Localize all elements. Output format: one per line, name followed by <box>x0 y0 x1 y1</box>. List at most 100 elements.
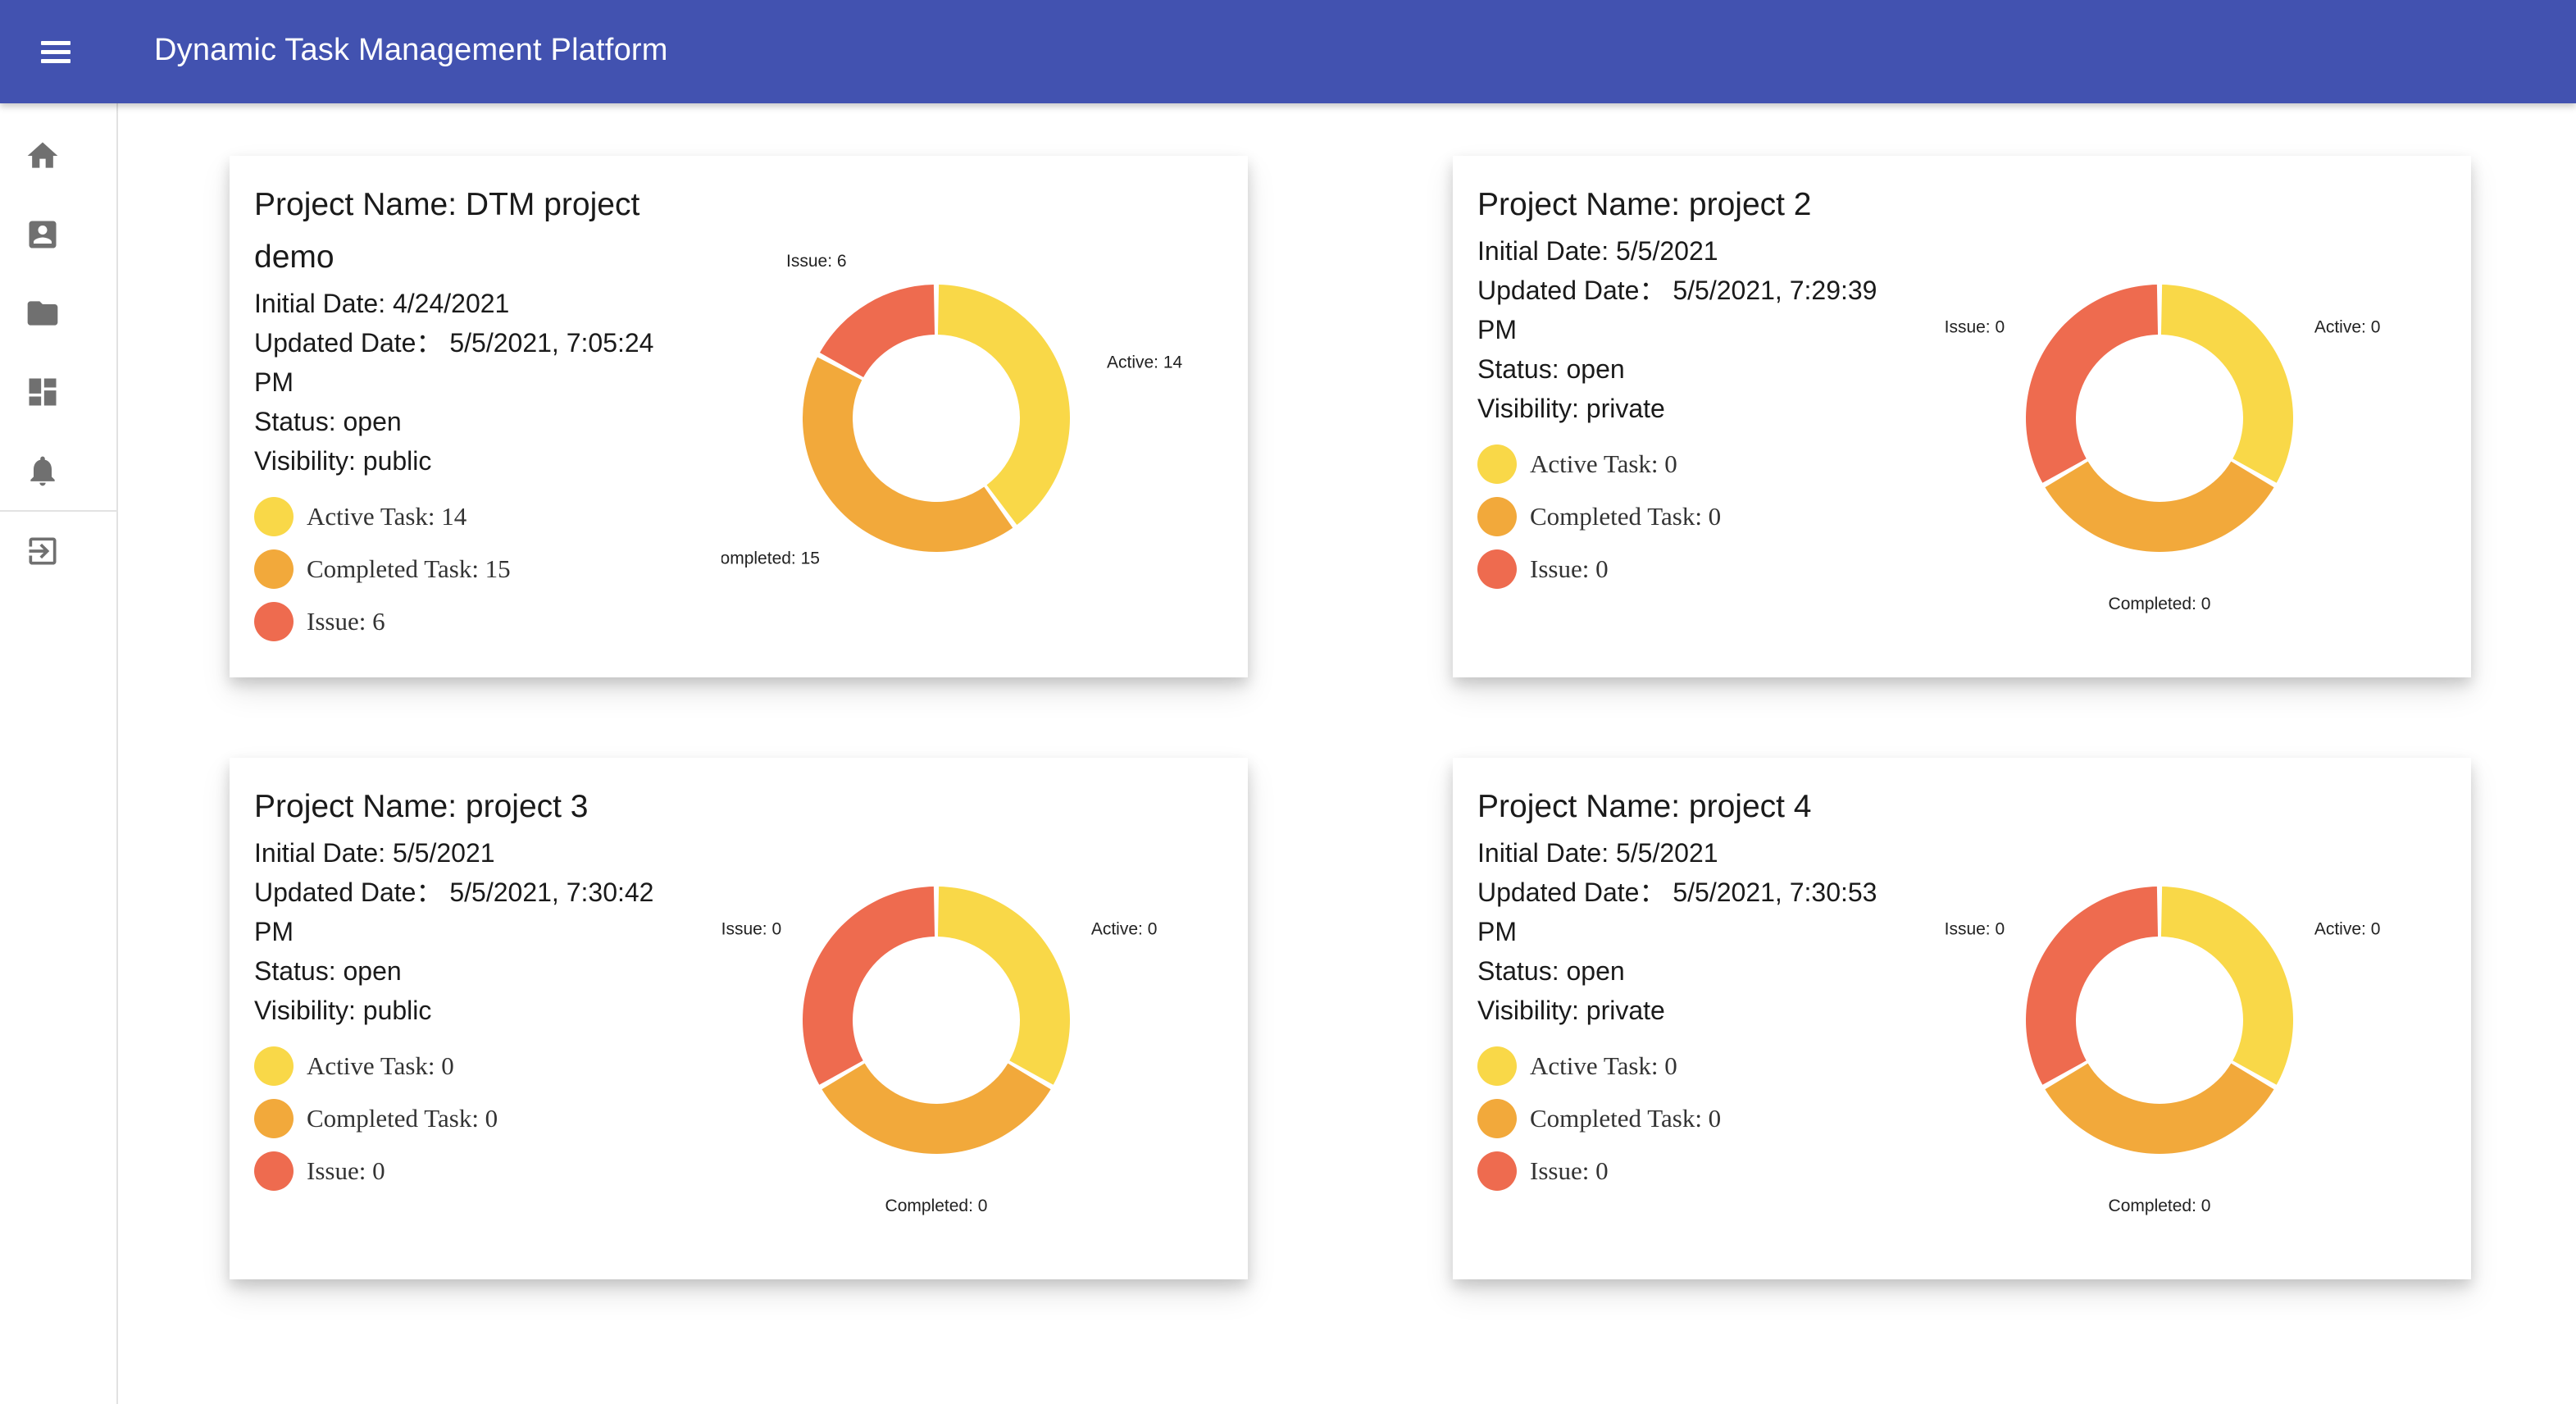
donut-chart: Active: 14 Completed: 15 Issue: 6 <box>721 252 1183 568</box>
dashboard-icon <box>29 378 57 406</box>
donut-label-issue: Issue: 0 <box>721 920 781 939</box>
donut-segment-active[interactable] <box>2160 887 2293 1085</box>
donut-segment-active[interactable] <box>937 285 1070 526</box>
sidebar-item-projects[interactable] <box>0 274 116 353</box>
folder-icon <box>27 301 58 326</box>
legend-completed: Completed Task: 15 <box>254 543 697 595</box>
sidebar-item-profile[interactable] <box>0 195 116 274</box>
sidebar-item-dashboard[interactable] <box>0 353 116 431</box>
donut-segment-active[interactable] <box>2160 285 2293 483</box>
legend-issue-label: Issue: 0 <box>1530 554 1609 583</box>
legend-issue: Issue: 0 <box>1477 1145 1920 1197</box>
donut-segment-issue[interactable] <box>803 887 935 1085</box>
updated-date-continued: PM <box>1477 917 1517 946</box>
legend-active: Active Task: 14 <box>254 490 697 543</box>
home-icon <box>27 142 58 168</box>
bell-icon <box>30 456 55 486</box>
project-card[interactable]: Project Name: project 2 Initial Date: 5/… <box>1453 156 2471 677</box>
donut-label-completed: Completed: 0 <box>2109 1197 2211 1215</box>
donut-segment-active[interactable] <box>937 887 1070 1085</box>
donut-segment-issue[interactable] <box>819 285 935 377</box>
active-dot-icon <box>254 1046 294 1086</box>
legend-issue: Issue: 0 <box>254 1145 697 1197</box>
donut-label-issue: Issue: 0 <box>1945 920 2005 939</box>
project-name: Project Name: DTM project <box>254 187 640 222</box>
sidebar-item-notifications[interactable] <box>0 431 116 510</box>
donut-label-active: Active: 0 <box>2314 318 2381 337</box>
donut-label-active: Active: 0 <box>1091 920 1158 939</box>
project-card[interactable]: Project Name: DTM project demo Initial D… <box>230 156 1248 677</box>
account-box-icon <box>29 221 57 248</box>
legend-active: Active Task: 0 <box>1477 1040 1920 1092</box>
project-name-continued: demo <box>254 239 335 275</box>
legend-completed-label: Completed Task: 0 <box>1530 1104 1722 1133</box>
completed-dot-icon <box>254 1099 294 1138</box>
app-bar: Dynamic Task Management Platform <box>0 0 2576 103</box>
donut-label-completed: Completed: 0 <box>2109 595 2211 613</box>
legend-completed-label: Completed Task: 0 <box>307 1104 498 1133</box>
issue-dot-icon <box>254 1151 294 1191</box>
project-info: Project Name: project 4 Initial Date: 5/… <box>1477 781 1920 1197</box>
legend-issue-label: Issue: 6 <box>307 607 385 636</box>
project-info: Project Name: project 2 Initial Date: 5/… <box>1477 179 1920 595</box>
donut-chart: Active: 0 Completed: 0 Issue: 0 <box>1945 887 2380 1215</box>
legend-completed-label: Completed Task: 0 <box>1530 502 1722 531</box>
initial-date: Initial Date: 5/5/2021 <box>254 838 495 868</box>
project-status: Status: open <box>254 407 402 436</box>
donut-segment-completed[interactable] <box>821 1063 1051 1154</box>
donut-segment-completed[interactable] <box>2045 461 2274 552</box>
donut-segment-issue[interactable] <box>2026 887 2159 1085</box>
donut-label-active: Active: 14 <box>1107 353 1183 372</box>
legend-completed: Completed Task: 0 <box>1477 1092 1920 1145</box>
sidebar-item-home[interactable] <box>0 116 116 195</box>
legend-active-label: Active Task: 14 <box>307 502 467 531</box>
updated-date-continued: PM <box>1477 315 1517 344</box>
donut-label-completed: Completed: 0 <box>885 1197 988 1215</box>
project-name: Project Name: project 2 <box>1477 187 1812 222</box>
project-info: Project Name: DTM project demo Initial D… <box>254 179 697 648</box>
project-status: Status: open <box>1477 956 1625 986</box>
project-visibility: Visibility: private <box>1477 394 1665 423</box>
sidebar-item-logout[interactable] <box>0 512 116 590</box>
legend-active-label: Active Task: 0 <box>307 1051 454 1080</box>
initial-date: Initial Date: 5/5/2021 <box>1477 236 1718 266</box>
task-legend: Active Task: 0 Completed Task: 0 Issue: … <box>1477 438 1920 595</box>
active-dot-icon <box>1477 1046 1517 1086</box>
legend-issue: Issue: 0 <box>1477 543 1920 595</box>
app-title: Dynamic Task Management Platform <box>154 33 668 67</box>
active-dot-icon <box>1477 444 1517 484</box>
updated-date: Updated Date： 5/5/2021, 7:30:42 <box>254 878 654 907</box>
project-visibility: Visibility: public <box>254 446 432 476</box>
task-legend: Active Task: 0 Completed Task: 0 Issue: … <box>1477 1040 1920 1197</box>
donut-segment-completed[interactable] <box>803 357 1013 552</box>
legend-active: Active Task: 0 <box>254 1040 697 1092</box>
project-card[interactable]: Project Name: project 3 Initial Date: 5/… <box>230 758 1248 1279</box>
donut-segment-completed[interactable] <box>2045 1063 2274 1154</box>
donut-chart: Active: 0 Completed: 0 Issue: 0 <box>721 887 1158 1215</box>
legend-active-label: Active Task: 0 <box>1530 1051 1677 1080</box>
donut-chart: Active: 0 Completed: 0 Issue: 0 <box>1945 285 2381 613</box>
initial-date: Initial Date: 4/24/2021 <box>254 289 510 318</box>
updated-date: Updated Date： 5/5/2021, 7:05:24 <box>254 328 654 358</box>
sidebar <box>0 103 118 1404</box>
legend-issue-label: Issue: 0 <box>1530 1156 1609 1185</box>
project-status: Status: open <box>1477 354 1625 384</box>
menu-icon[interactable] <box>36 33 75 72</box>
donut-segment-issue[interactable] <box>2026 285 2159 483</box>
legend-active: Active Task: 0 <box>1477 438 1920 490</box>
legend-completed-label: Completed Task: 15 <box>307 554 511 583</box>
project-visibility: Visibility: private <box>1477 996 1665 1025</box>
task-legend: Active Task: 14 Completed Task: 15 Issue… <box>254 490 697 648</box>
active-dot-icon <box>254 497 294 536</box>
issue-dot-icon <box>254 602 294 641</box>
task-legend: Active Task: 0 Completed Task: 0 Issue: … <box>254 1040 697 1197</box>
project-card[interactable]: Project Name: project 4 Initial Date: 5/… <box>1453 758 2471 1279</box>
project-info: Project Name: project 3 Initial Date: 5/… <box>254 781 697 1197</box>
updated-date: Updated Date： 5/5/2021, 7:29:39 <box>1477 276 1877 305</box>
project-visibility: Visibility: public <box>254 996 432 1025</box>
donut-label-completed: Completed: 15 <box>721 549 820 568</box>
project-status: Status: open <box>254 956 402 986</box>
project-name: Project Name: project 3 <box>254 789 589 824</box>
exit-icon <box>29 537 57 565</box>
legend-issue: Issue: 6 <box>254 595 697 648</box>
